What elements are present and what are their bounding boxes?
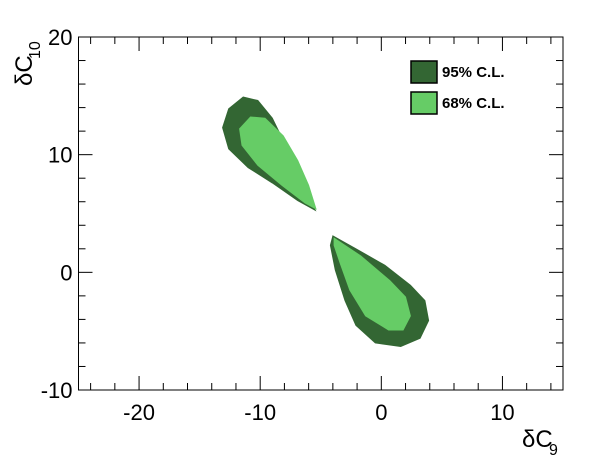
y-axis-label: δC	[11, 55, 38, 86]
y-tick-label: 10	[48, 143, 72, 168]
legend-swatch	[410, 60, 438, 84]
x-axis-label: δC	[522, 426, 553, 453]
y-tick-label: 0	[60, 260, 72, 285]
x-tick-label: -10	[244, 400, 276, 425]
y-axis-label-group: δC 10	[11, 41, 44, 86]
legend-label: 95% C.L.	[442, 64, 505, 81]
y-tick-label: -10	[41, 378, 73, 403]
y-axis-label-subscript: 10	[27, 41, 44, 59]
legend-label: 68% C.L.	[442, 95, 505, 112]
x-tick-label: -20	[123, 400, 155, 425]
x-tick-label: 0	[375, 400, 387, 425]
y-tick-label: 20	[48, 25, 72, 50]
x-tick-label: 10	[490, 400, 514, 425]
legend-swatch	[410, 91, 438, 115]
x-axis-label-subscript: 9	[549, 442, 558, 459]
confidence-region	[239, 116, 317, 210]
plot-frame	[78, 36, 564, 391]
confidence-region	[333, 237, 411, 331]
